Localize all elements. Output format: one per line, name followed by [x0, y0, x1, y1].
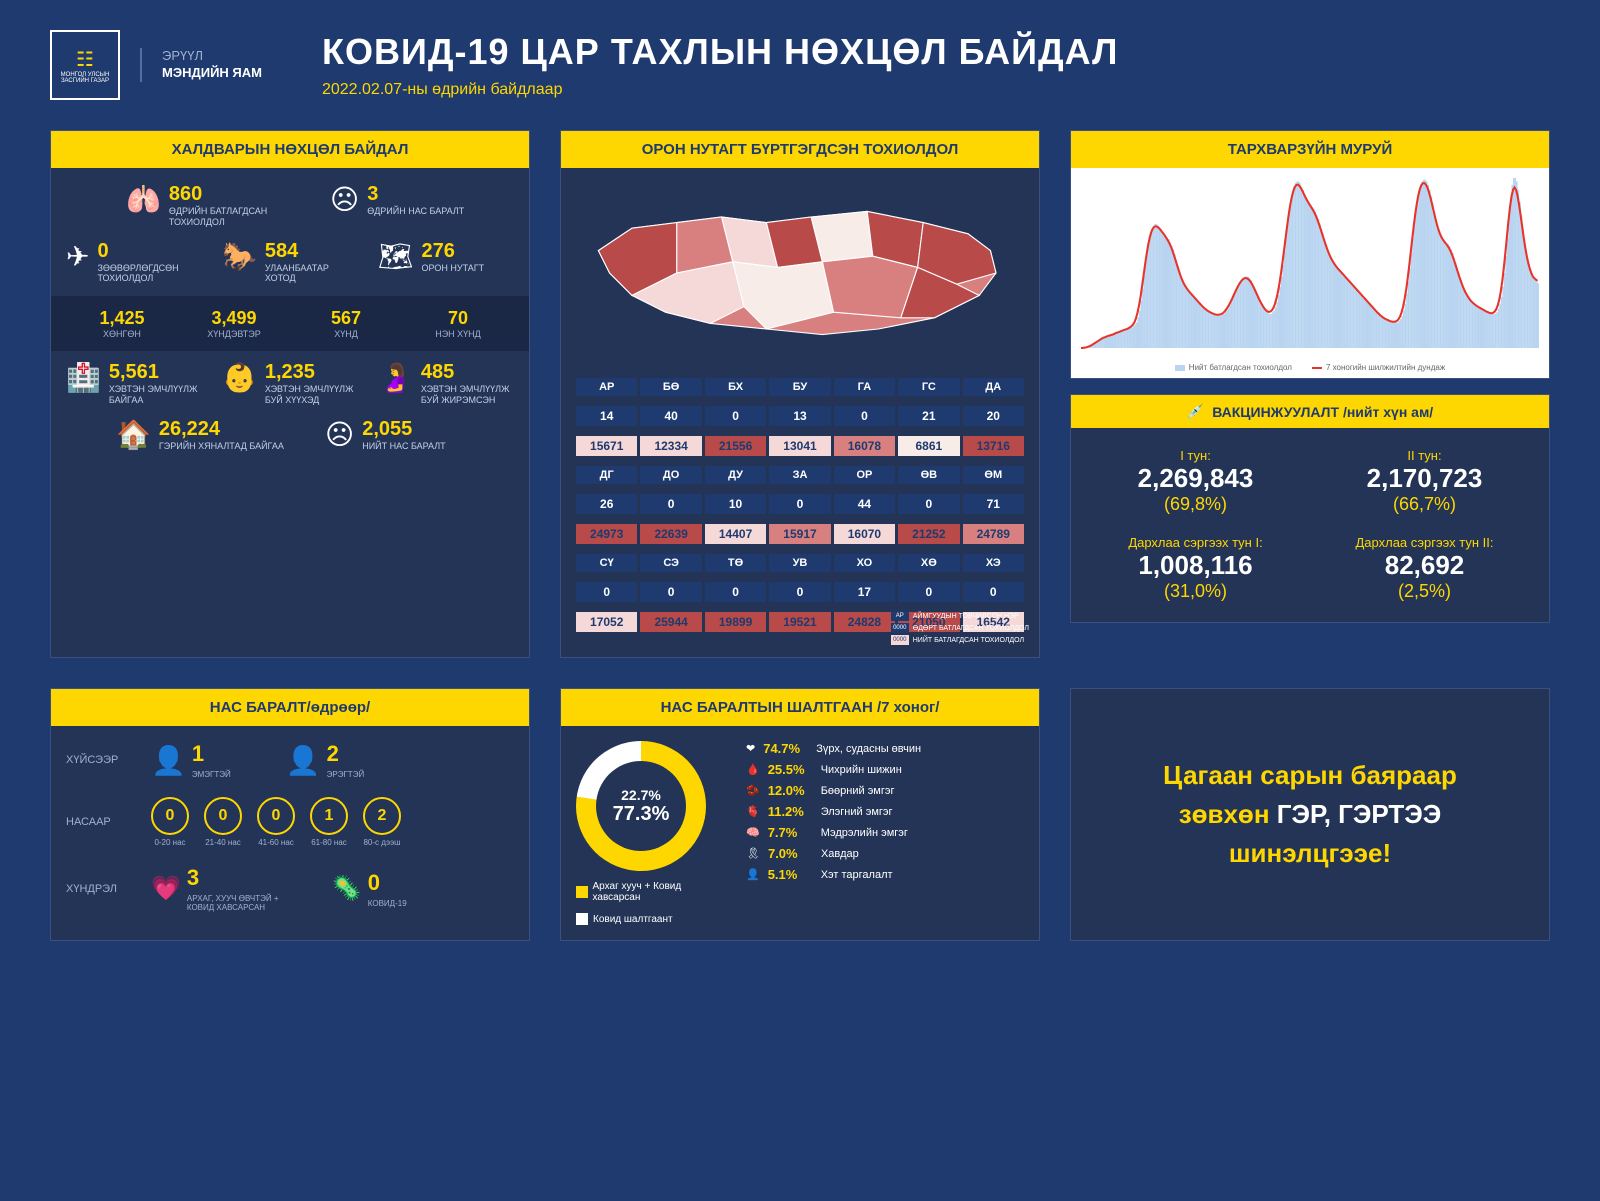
virus-icon: 🦠	[332, 874, 362, 903]
infection-title: ХАЛДВАРЫН НӨХЦӨЛ БАЙДАЛ	[51, 131, 529, 168]
age-bucket: 161-80 нас	[310, 797, 348, 847]
national-emblem: ☷ МОНГОЛ УЛСЫН ЗАСГИЙН ГАЗАР	[50, 30, 120, 100]
cause-item: 🩸25.5%Чихрийн шижин	[746, 762, 1024, 777]
cause-item: 🎗7.0%Хавдар	[746, 846, 1024, 861]
map-icon: 🗺	[378, 240, 414, 273]
epidemic-curve-chart	[1081, 178, 1539, 358]
epicurve-title: ТАРХВАРЗҮЙН МУРУЙ	[1071, 131, 1549, 168]
vaccination-panel: 💉ВАКЦИНЖУУЛАЛТ /нийт хүн ам/ I тун:2,269…	[1070, 394, 1550, 623]
total-death-icon: ☹	[325, 418, 354, 451]
cause-icon: 🩸	[746, 763, 760, 776]
province-row: СҮСЭТӨУВХОХӨХЭ	[576, 554, 1024, 572]
ministry-label: ЭРҮҮЛ МЭНДИЙН ЯАМ	[140, 48, 262, 82]
cause-item: 🫀11.2%Элэгний эмгэг	[746, 804, 1024, 819]
death-causes-donut: 22.7% 77.3%	[576, 741, 706, 871]
dose2: II тун:2,170,723(66,7%)	[1320, 448, 1529, 515]
female-icon: 👤	[151, 744, 186, 777]
plane-icon: ✈	[66, 240, 89, 273]
cause-icon: 👤	[746, 868, 760, 881]
statue-icon: 🐎	[222, 240, 257, 273]
mongolia-map	[576, 183, 1024, 363]
severity-item: 3,499ХҮНДЭВТЭР	[178, 308, 290, 339]
death-causes-title: НАС БАРАЛТЫН ШАЛТГААН /7 хоног/	[561, 689, 1039, 726]
holiday-message: Цагаан сарын баяраар зөвхөн ГЭР, ГЭРТЭЭ …	[1070, 688, 1550, 941]
map-legend: АРАЙМГУУДЫН ТОВЧИЛСОН НЭР 0000ӨДӨРТ БАТЛ…	[891, 611, 1029, 647]
deaths-daily-title: НАС БАРАЛТ/өдрөөр/	[51, 689, 529, 726]
province-row: АРБӨБХБУГАГСДА	[576, 378, 1024, 396]
age-bucket: 00-20 нас	[151, 797, 189, 847]
cause-icon: 🎗	[746, 847, 760, 860]
cause-icon: 🫘	[746, 784, 760, 797]
severity-item: 1,425ХӨНГӨН	[66, 308, 178, 339]
syringe-icon: 💉	[1187, 403, 1204, 420]
severity-item: 567ХҮНД	[290, 308, 402, 339]
deaths-daily-panel: НАС БАРАЛТ/өдрөөр/ ХҮЙСЭЭР 👤1ЭМЭГТЭЙ 👤2Э…	[50, 688, 530, 941]
hospital-icon: 🏥	[66, 361, 101, 394]
province-row: ДГДОДУЗАОРӨВӨМ	[576, 466, 1024, 484]
cause-item: 🫘12.0%Бөөрний эмгэг	[746, 783, 1024, 798]
cause-icon: 🧠	[746, 826, 760, 839]
provinces-title: ОРОН НУТАГТ БҮРТГЭГДСЭН ТОХИОЛДОЛ	[561, 131, 1039, 168]
epicurve-panel: ТАРХВАРЗҮЙН МУРУЙ Нийт батлагдсан тохиол…	[1070, 130, 1550, 379]
home-icon: 🏠	[116, 418, 151, 451]
header: ☷ МОНГОЛ УЛСЫН ЗАСГИЙН ГАЗАР ЭРҮҮЛ МЭНДИ…	[50, 30, 1550, 100]
cause-icon: 🫀	[746, 805, 760, 818]
provinces-panel: ОРОН НУТАГТ БҮРТГЭГДСЭН ТОХИОЛДОЛ	[560, 130, 1040, 658]
dose1: I тун:2,269,843(69,8%)	[1091, 448, 1300, 515]
male-icon: 👤	[286, 744, 321, 777]
booster1: Дархлаа сэргээх тун I:1,008,116(31,0%)	[1091, 535, 1300, 602]
age-bucket: 280-с дээш	[363, 797, 401, 847]
death-causes-panel: НАС БАРАЛТЫН ШАЛТГААН /7 хоног/ 22.7% 77…	[560, 688, 1040, 941]
age-bucket: 021-40 нас	[204, 797, 242, 847]
lungs-icon: 🫁	[126, 183, 161, 216]
heart-icon: 💗	[151, 874, 181, 903]
pregnant-icon: 🤰	[378, 361, 413, 394]
baby-icon: 👶	[222, 361, 257, 394]
severity-item: 70НЭН ХҮНД	[402, 308, 514, 339]
report-date: 2022.02.07-ны өдрийн байдлаар	[322, 81, 1550, 99]
infection-panel: ХАЛДВАРЫН НӨХЦӨЛ БАЙДАЛ 🫁 860ӨДРИЙН БАТЛ…	[50, 130, 530, 658]
death-icon: ☹	[330, 183, 359, 216]
cause-icon: ❤	[746, 742, 755, 755]
age-bucket: 041-60 нас	[257, 797, 295, 847]
booster2: Дархлаа сэргээх тун II:82,692(2,5%)	[1320, 535, 1529, 602]
cause-item: 👤5.1%Хэт таргалалт	[746, 867, 1024, 882]
cause-item: ❤74.7%Зүрх, судасны өвчин	[746, 741, 1024, 756]
cause-item: 🧠7.7%Мэдрэлийн эмгэг	[746, 825, 1024, 840]
page-title: КОВИД-19 ЦАР ТАХЛЫН НӨХЦӨЛ БАЙДАЛ	[322, 31, 1550, 73]
